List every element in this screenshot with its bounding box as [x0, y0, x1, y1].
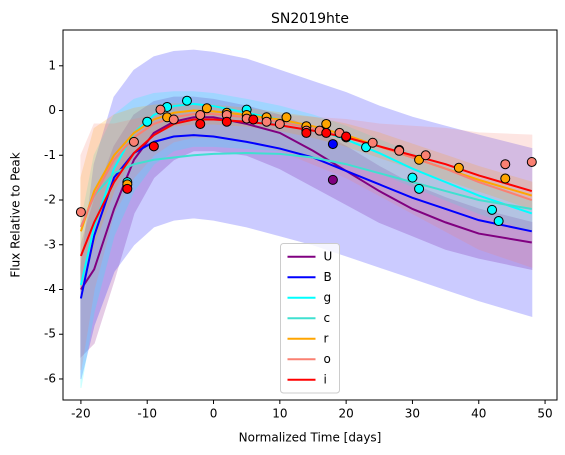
model-curve	[79, 152, 532, 228]
x-tick-label: 10	[272, 407, 287, 421]
legend-label: r	[324, 331, 329, 345]
confidence-band	[80, 49, 533, 380]
data-point	[155, 104, 166, 115]
y-axis-label: Flux Relative to Peak	[9, 152, 23, 277]
data-point	[341, 131, 352, 142]
data-point	[122, 183, 133, 194]
data-point	[148, 141, 159, 152]
x-tick-label: -10	[137, 407, 157, 421]
x-axis-label: Normalized Time [days]	[239, 431, 382, 445]
y-tick-label: -4	[44, 282, 56, 296]
data-point	[414, 183, 425, 194]
data-point	[407, 172, 418, 183]
chart-title: SN2019hte	[271, 11, 349, 27]
data-point	[195, 110, 206, 121]
data-point	[248, 114, 259, 125]
data-point	[142, 116, 153, 127]
x-tick-label: 0	[210, 407, 218, 421]
data-point	[168, 114, 179, 125]
data-point	[327, 139, 338, 150]
y-tick-label: 1	[48, 58, 56, 72]
data-point	[128, 136, 139, 147]
data-point	[195, 118, 206, 129]
axes: -20 -10 0 10 20 30 40 50-6-5-4-3-2-101	[44, 58, 553, 420]
legend-label: B	[324, 270, 332, 284]
x-tick-label: 50	[537, 407, 552, 421]
y-tick-label: -1	[44, 148, 56, 162]
data-point	[261, 116, 272, 127]
data-point	[500, 159, 511, 170]
data-point	[367, 137, 378, 148]
data-point	[201, 103, 212, 114]
data-point	[487, 204, 498, 215]
data-point	[420, 150, 431, 161]
plot-frame	[62, 29, 558, 401]
legend-label: i	[324, 372, 327, 386]
points	[75, 95, 537, 227]
data-point	[281, 112, 292, 123]
y-tick-label: -6	[44, 371, 56, 385]
data-point	[500, 173, 511, 184]
data-point	[526, 156, 537, 167]
y-tick-label: 0	[48, 103, 56, 117]
y-tick-label: -5	[44, 327, 56, 341]
data-point	[327, 174, 338, 185]
data-point	[453, 162, 464, 173]
legend-label: g	[324, 290, 332, 304]
data-point	[321, 127, 332, 138]
data-point	[493, 216, 504, 227]
legend-label: o	[324, 352, 331, 366]
y-tick-label: -3	[44, 237, 56, 251]
legend-label: c	[324, 311, 331, 325]
data-point	[75, 207, 86, 218]
data-point	[181, 95, 192, 106]
x-tick-label: 40	[471, 407, 486, 421]
data-point	[301, 127, 312, 138]
x-tick-label: -20	[71, 407, 91, 421]
x-tick-label: 20	[338, 407, 353, 421]
legend-label: U	[324, 249, 333, 263]
x-tick-label: 30	[405, 407, 420, 421]
y-tick-label: -2	[44, 193, 56, 207]
data-point	[221, 116, 232, 127]
data-point	[274, 118, 285, 129]
model-curve	[80, 116, 532, 291]
data-point	[394, 145, 405, 156]
